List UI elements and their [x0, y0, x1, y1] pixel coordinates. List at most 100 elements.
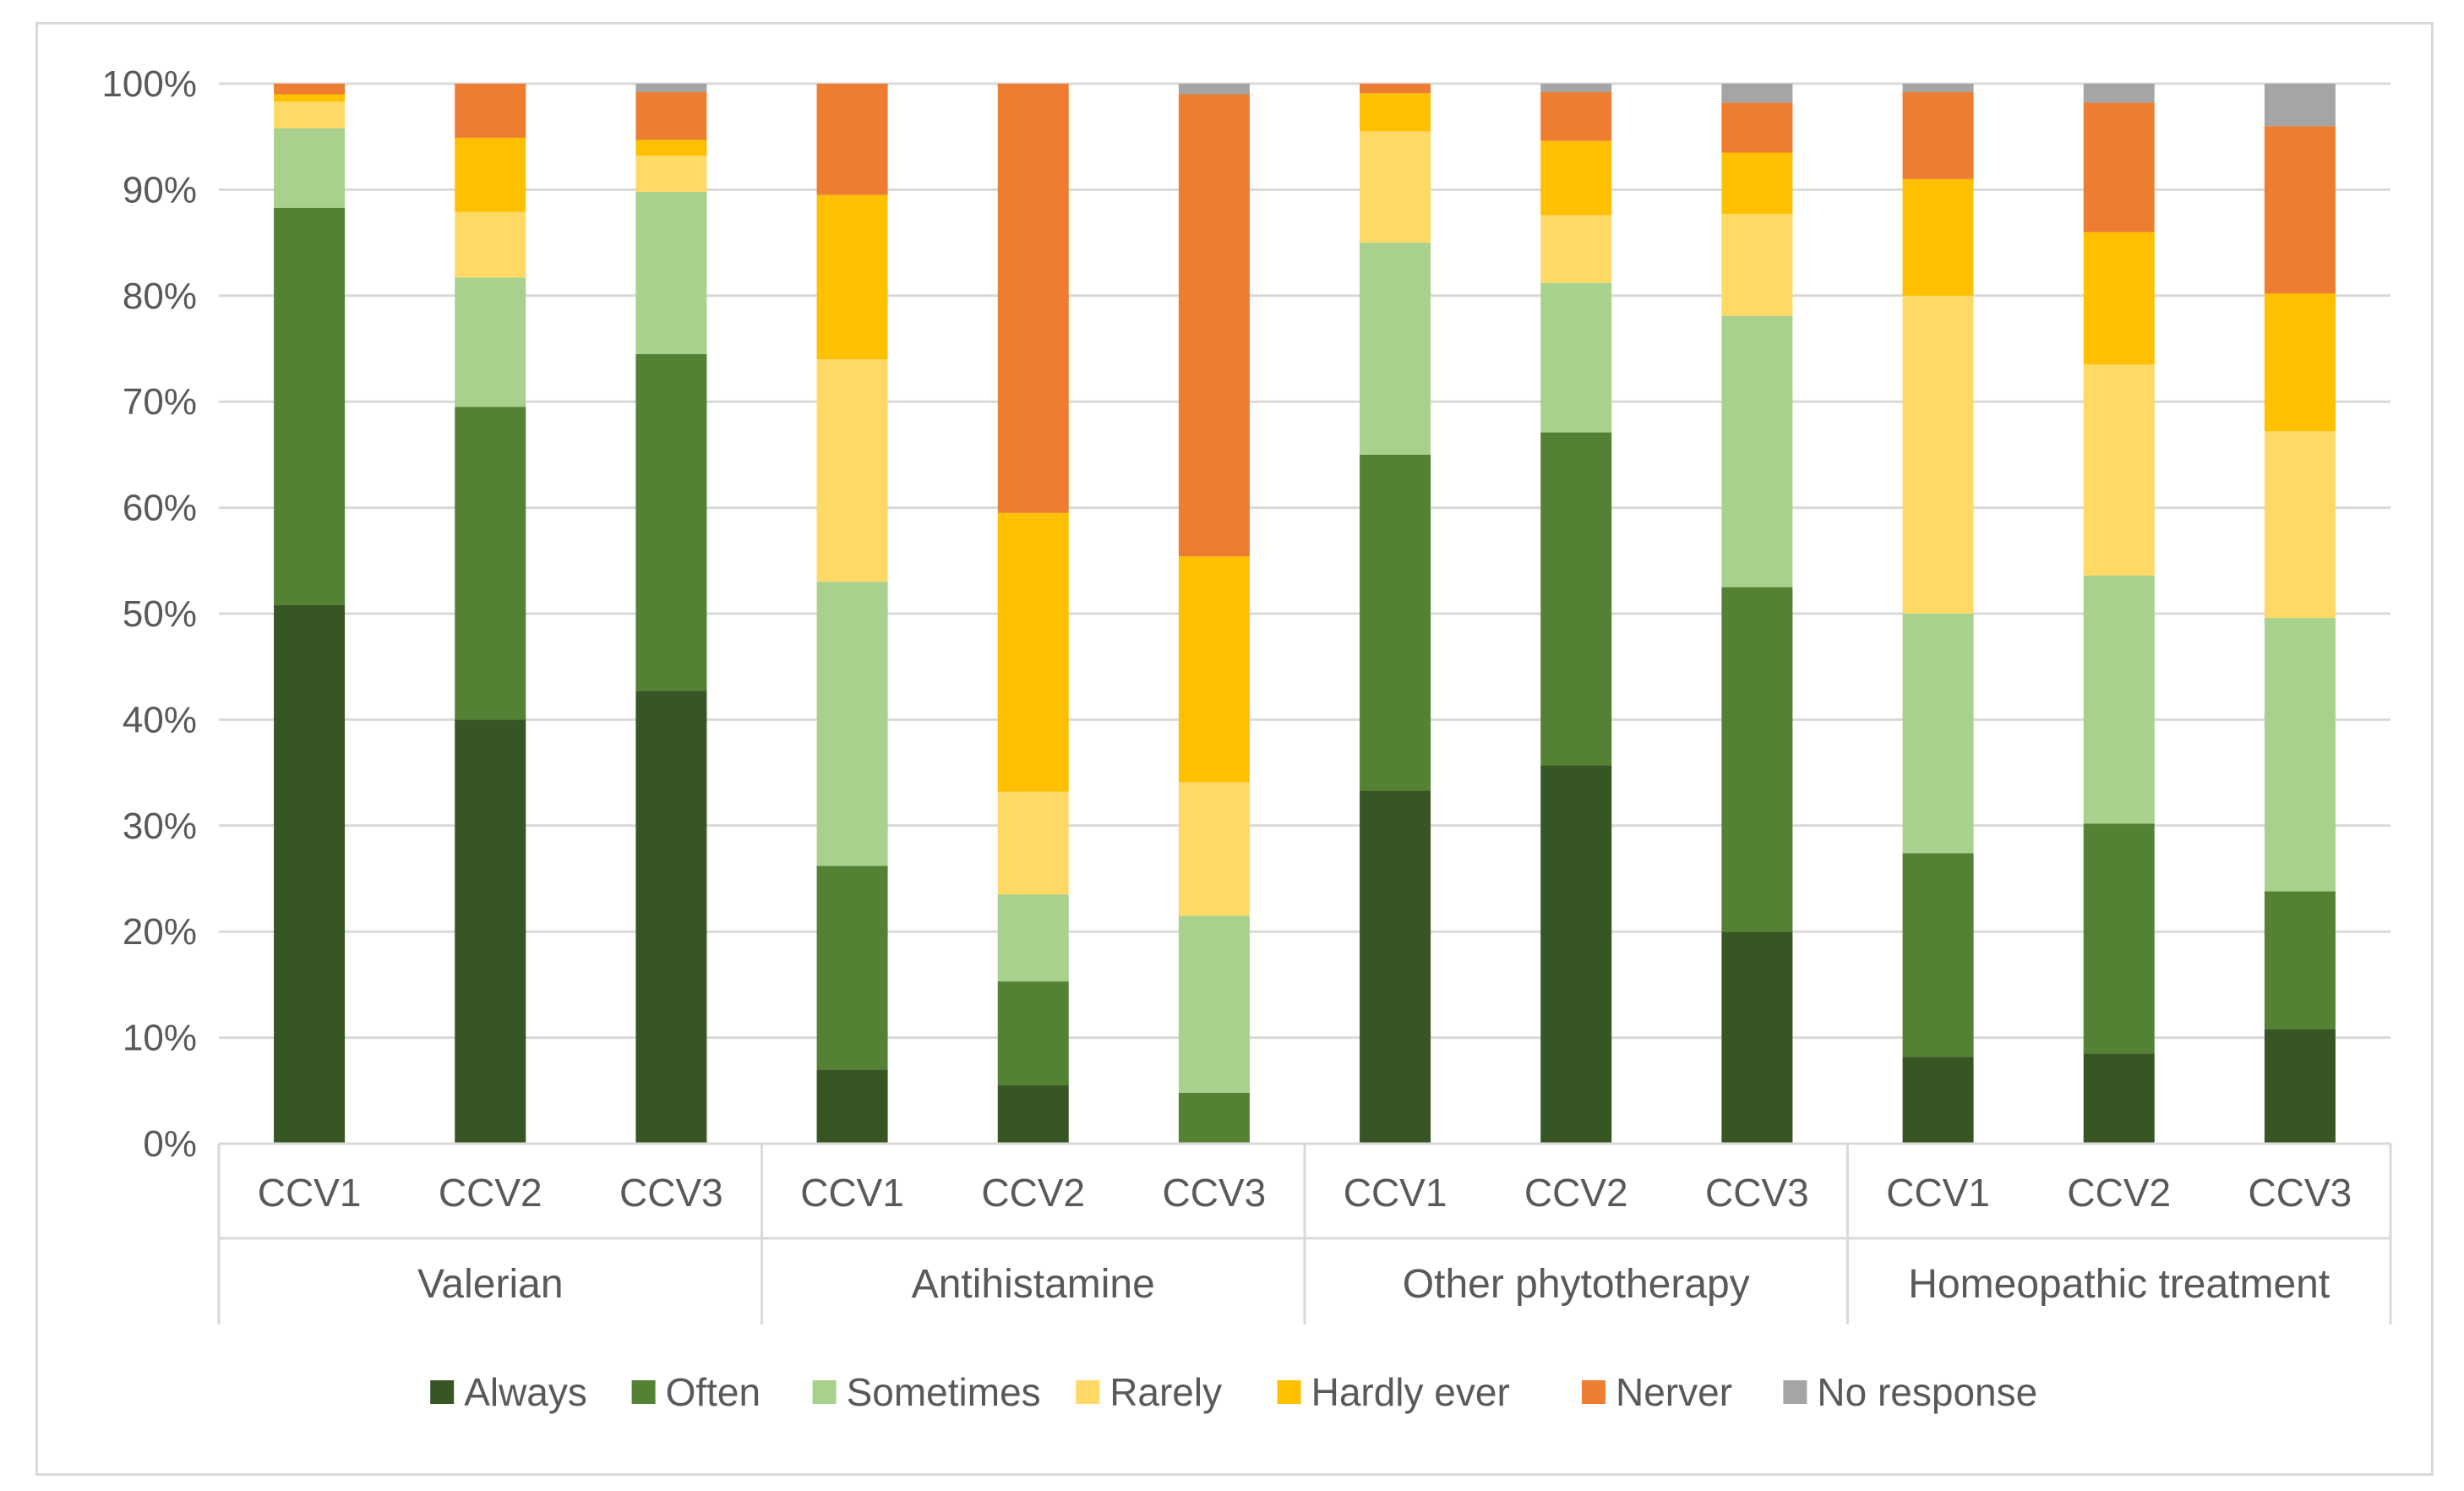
bar-segment-always [2083, 1053, 2155, 1144]
bar-segment-rarely [2264, 431, 2336, 619]
bar-segment-always [635, 691, 707, 1144]
bar-segment-no-response [2083, 84, 2155, 103]
x-tick-label: CCV3 [2249, 1171, 2352, 1215]
bar-segment-hardly-ever [2083, 232, 2155, 365]
bar-segment-often [2083, 823, 2155, 1054]
legend-label: Rarely [1109, 1370, 1222, 1414]
x-tick-label: CCV1 [800, 1171, 904, 1215]
bar-segment-often [1902, 853, 1974, 1057]
bar-segment-nerver [1178, 94, 1250, 557]
gridlines [219, 82, 2390, 1145]
bar-segment-often [816, 866, 888, 1070]
bar-segment-sometimes [455, 277, 526, 407]
bar-segment-always [2264, 1029, 2336, 1144]
x-tick-label: CCV1 [1886, 1171, 1990, 1215]
bar-segment-nerver [816, 84, 888, 195]
x-tick-label: CCV2 [1524, 1171, 1628, 1215]
bar-segment-hardly-ever [1360, 93, 1431, 132]
bar-segment-nerver [455, 84, 526, 138]
y-tick-label: 60% [123, 488, 197, 529]
bar-segment-nerver [997, 84, 1069, 513]
bar-segment-sometimes [1902, 614, 1974, 854]
legend-swatch [812, 1380, 837, 1404]
y-tick-label: 80% [123, 276, 197, 317]
legend-swatch [631, 1380, 656, 1404]
legend-swatch [1277, 1380, 1301, 1404]
bar-segment-nerver [1902, 92, 1974, 179]
bar-segment-rarely [274, 101, 346, 128]
bars [274, 84, 2336, 1144]
x-tick-label: CCV1 [1344, 1171, 1447, 1215]
bar-segment-sometimes [816, 582, 888, 866]
bar-segment-sometimes [1360, 243, 1431, 455]
bar-segment-rarely [1178, 782, 1250, 916]
bar-segment-nerver [274, 84, 346, 95]
bar-segment-rarely [1721, 214, 1793, 316]
bar-segment-hardly-ever [997, 512, 1069, 792]
x-tick-label: CCV3 [1163, 1171, 1267, 1215]
group-label: Valerian [417, 1262, 564, 1307]
bar-segment-often [1178, 1092, 1250, 1144]
bar-segment-nerver [2083, 102, 2155, 232]
bar-segment-often [635, 353, 707, 691]
x-axis: CCV1 CCV2 CCV3 CCV1 CCV2 CCV3 CCV1 CCV2 CCV3 CCV1… [217, 1142, 2392, 1324]
legend-label: Always [464, 1370, 587, 1414]
bar-segment-often [1721, 587, 1793, 932]
bar-segment-nerver [1721, 102, 1793, 153]
legend-swatch [1582, 1380, 1605, 1404]
bar-segment-hardly-ever [1540, 140, 1612, 216]
stacked-bar-chart: 0%10%20%30%40%50%60%70%80%90%100% CCV1 CC… [101, 63, 2392, 1414]
bar-segment-often [2264, 891, 2336, 1030]
bar-segment-always [1902, 1057, 1974, 1144]
legend-swatch [1076, 1380, 1100, 1404]
y-tick-label: 30% [123, 806, 197, 847]
bar-segment-sometimes [2264, 618, 2336, 892]
legend-label: Often [666, 1370, 761, 1414]
x-tick-label: CCV2 [981, 1171, 1085, 1215]
bar-segment-often [455, 407, 526, 720]
bar-segment-hardly-ever [274, 94, 346, 102]
bar-segment-rarely [816, 359, 888, 582]
bar-segment-sometimes [2083, 575, 2155, 824]
bar-segment-rarely [2083, 364, 2155, 576]
bar-segment-no-response [1721, 84, 1793, 103]
bar-segment-sometimes [1540, 282, 1612, 433]
bar-segment-rarely [1540, 215, 1612, 283]
bar-segment-no-response [1178, 84, 1250, 95]
y-tick-label: 90% [123, 169, 197, 210]
legend-label: Sometimes [847, 1370, 1041, 1414]
y-tick-label: 40% [123, 699, 197, 740]
bar-segment-hardly-ever [2264, 293, 2336, 432]
bar-segment-sometimes [997, 894, 1069, 982]
legend: Always Often Sometimes Rarely Hardly ever Ner… [430, 1370, 2037, 1414]
bar-segment-sometimes [635, 191, 707, 354]
bar-segment-always [274, 604, 346, 1144]
bar-segment-nerver [635, 92, 707, 140]
bar-segment-always [997, 1085, 1069, 1144]
bar-segment-sometimes [274, 128, 346, 208]
bar-segment-often [1360, 454, 1431, 791]
bar-segment-hardly-ever [1902, 178, 1974, 296]
bar-segment-no-response [635, 84, 707, 93]
x-tick-label: CCV2 [2067, 1171, 2171, 1215]
group-label: Other phytotherapy [1403, 1262, 1750, 1307]
y-tick-label: 50% [123, 593, 197, 635]
bar-segment-rarely [455, 211, 526, 278]
bar-segment-no-response [2264, 84, 2336, 127]
bar-segment-hardly-ever [635, 139, 707, 156]
y-tick-label: 0% [143, 1123, 197, 1165]
bar-segment-always [816, 1069, 888, 1144]
bar-segment-always [455, 719, 526, 1144]
x-tick-label: CCV3 [619, 1171, 723, 1215]
legend-label: Hardly ever [1311, 1370, 1510, 1414]
bar-segment-often [997, 981, 1069, 1086]
bar-segment-rarely [1902, 295, 1974, 614]
group-label: Antihistamine [912, 1262, 1155, 1307]
y-tick-label: 20% [123, 911, 197, 953]
bar-segment-always [1721, 931, 1793, 1144]
y-tick-label: 10% [123, 1018, 197, 1059]
y-tick-label: 100% [101, 63, 197, 105]
bar-segment-sometimes [1721, 315, 1793, 587]
bar-segment-always [1540, 765, 1612, 1144]
x-tick-label: CCV2 [439, 1171, 542, 1215]
